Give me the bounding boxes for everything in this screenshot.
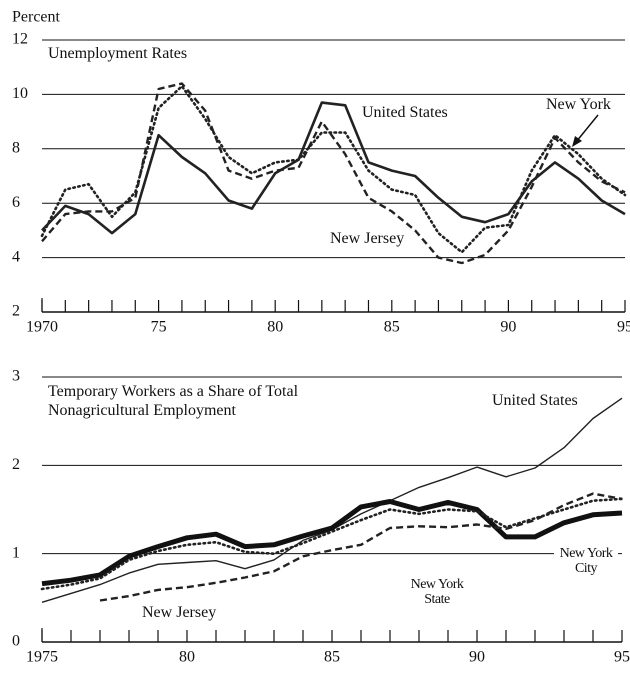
chart-title: Unemployment Rates [48,44,192,63]
arrow [575,114,599,143]
y-tick-label: 8 [12,139,20,156]
series-label: New Jersey [328,230,407,248]
series-label: United States [490,392,580,410]
series-label: United States [360,104,450,122]
y-axis-label: Percent [12,9,61,26]
x-tick-label: 95 [614,649,630,666]
y-tick-label: 2 [12,456,20,473]
series-line [41,397,623,603]
x-tick-label: 1975 [26,649,58,666]
series-line [99,492,623,602]
y-tick-label: 4 [12,248,20,265]
x-tick-label: 75 [151,319,167,336]
y-tick-label: 3 [12,368,20,385]
x-tick-label: 85 [384,319,400,336]
x-tick-label: 90 [469,649,485,666]
y-tick-label: 2 [12,303,20,320]
series-line [41,82,626,265]
x-tick-label: 80 [267,319,283,336]
y-tick-label: 10 [12,85,28,102]
series-label: New York City [554,546,618,576]
x-tick-label: 95 [617,319,630,336]
series-line [40,497,624,591]
series-line [41,101,626,235]
series-label: New York [544,96,613,114]
x-tick-label: 1970 [26,319,58,336]
series-line [40,84,627,254]
series-line [41,499,623,587]
series-label: New York State [404,577,470,607]
x-tick-label: 80 [179,649,195,666]
x-tick-label: 90 [500,319,516,336]
x-tick-label: 85 [324,649,340,666]
series-label: New Jersey [140,604,219,622]
y-tick-label: 1 [12,544,20,561]
y-tick-label: 0 [12,633,20,650]
y-tick-label: 12 [12,31,28,48]
y-tick-label: 6 [12,194,20,211]
arrow-head [572,136,582,147]
chart-title: Temporary Workers as a Share of Total No… [48,382,352,420]
